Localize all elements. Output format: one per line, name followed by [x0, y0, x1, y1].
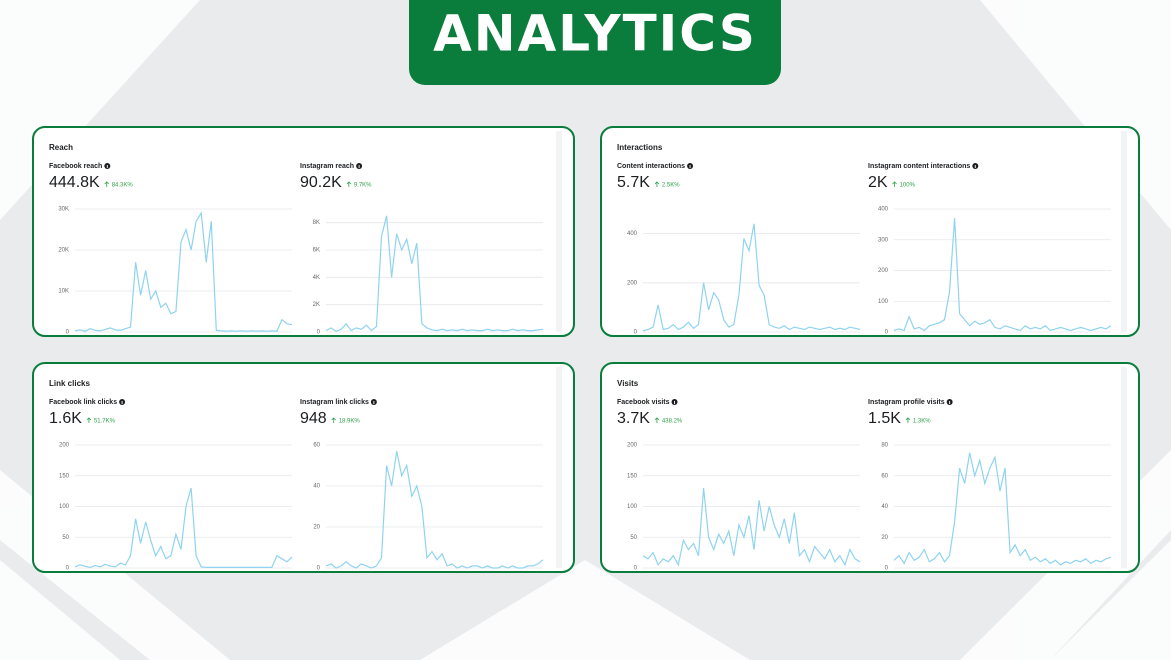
y-tick-label: 40	[313, 484, 320, 490]
panel-scrollbar	[556, 131, 562, 332]
metric-change: 9.7K%	[354, 183, 372, 189]
change-arrow	[104, 181, 110, 187]
y-tick-label: 100	[627, 504, 638, 510]
panel-title: Visits	[617, 379, 639, 388]
line-series	[325, 215, 544, 332]
y-tick-label: 0	[634, 330, 638, 336]
metric-value: 2K	[868, 174, 888, 191]
panel-border	[600, 126, 1140, 337]
y-tick-label: 0	[317, 566, 321, 572]
metric-label: Instagram content interactions	[868, 163, 970, 170]
y-tick-label: 8K	[313, 220, 320, 226]
metric-label: Instagram link clicks	[300, 399, 369, 406]
metric-value: 90.2K	[300, 174, 342, 191]
y-tick-label: 0	[66, 330, 70, 336]
change-arrow	[346, 181, 352, 187]
line-series	[642, 223, 861, 332]
line-series	[893, 218, 1112, 332]
y-tick-label: 40	[881, 504, 888, 510]
y-tick-label: 0	[885, 330, 889, 336]
line-series	[325, 451, 544, 569]
metric-value: 5.7K	[617, 174, 650, 191]
title-box	[409, 0, 781, 85]
metric-value: 1.6K	[49, 410, 82, 427]
metric-label: Facebook visits	[617, 399, 670, 406]
y-tick-label: 300	[878, 237, 889, 243]
y-tick-label: 100	[878, 299, 889, 305]
y-tick-label: 150	[59, 473, 70, 479]
metric-change: 18.9K%	[339, 419, 361, 425]
panel-scrollbar	[1121, 131, 1127, 332]
y-tick-label: 200	[59, 443, 70, 449]
panel-title: Interactions	[617, 143, 663, 152]
metric-change: 438.2%	[662, 419, 683, 425]
panel: Visits Facebook visits 3.7K 438.2% 0 50 100 150…	[600, 362, 1140, 573]
metric-change: 84.3K%	[112, 183, 134, 189]
y-tick-label: 0	[317, 330, 321, 336]
metric-value: 948	[300, 410, 327, 427]
y-tick-label: 20	[313, 525, 320, 531]
y-tick-label: 200	[627, 443, 638, 449]
metric-label: Instagram profile visits	[868, 399, 945, 406]
y-tick-label: 50	[62, 535, 69, 541]
line-series	[893, 452, 1112, 566]
y-tick-label: 6K	[313, 248, 320, 254]
y-tick-label: 30K	[58, 207, 69, 213]
change-arrow	[905, 417, 911, 423]
y-tick-label: 150	[627, 473, 638, 479]
panel: Reach Facebook reach 444.8K 84.3K% 0 10K 20K 30…	[32, 126, 575, 337]
metric-label: Facebook reach	[49, 163, 102, 170]
page-title: ANALYTICS	[433, 5, 757, 63]
panel-border	[32, 126, 575, 337]
metric-change: 100%	[900, 183, 916, 189]
y-tick-label: 200	[878, 268, 889, 274]
y-tick-label: 100	[59, 504, 70, 510]
metric-change: 2.5K%	[662, 183, 680, 189]
metric-change: 1.3K%	[913, 419, 931, 425]
panel-title: Link clicks	[49, 379, 90, 388]
change-arrow	[654, 181, 660, 187]
metric-label: Instagram reach	[300, 163, 354, 170]
y-tick-label: 200	[627, 280, 638, 286]
panel-border	[600, 362, 1140, 573]
metric-label: Content interactions	[617, 163, 685, 170]
y-tick-label: 0	[66, 566, 70, 572]
metric-value: 1.5K	[868, 410, 901, 427]
metric-value: 444.8K	[49, 174, 100, 191]
y-tick-label: 4K	[313, 275, 320, 281]
panel-border	[32, 362, 575, 573]
panel: Interactions Content interactions 5.7K 2.5K…	[600, 126, 1140, 337]
line-series	[74, 487, 293, 569]
panel-title: Reach	[49, 143, 73, 152]
panel: Link clicks Facebook link clicks 1.6K 51.7K…	[32, 362, 575, 573]
change-arrow	[86, 417, 92, 423]
metric-label: Facebook link clicks	[49, 399, 117, 406]
y-tick-label: 2K	[313, 302, 320, 308]
y-tick-label: 400	[878, 207, 889, 213]
y-tick-label: 400	[627, 231, 638, 237]
panel-scrollbar	[1121, 367, 1127, 568]
metric-change: 51.7K%	[94, 419, 116, 425]
change-arrow	[331, 417, 336, 423]
line-series	[74, 211, 293, 332]
y-tick-label: 10K	[58, 289, 69, 295]
change-arrow	[654, 417, 660, 423]
y-tick-label: 50	[630, 535, 637, 541]
y-tick-label: 0	[885, 566, 889, 572]
line-series	[642, 487, 861, 567]
metric-value: 3.7K	[617, 410, 650, 427]
y-tick-label: 60	[313, 443, 320, 449]
y-tick-label: 0	[634, 566, 638, 572]
panel-scrollbar	[556, 367, 562, 568]
y-tick-label: 20	[881, 535, 888, 541]
y-tick-label: 20K	[58, 248, 69, 254]
y-tick-label: 80	[881, 443, 888, 449]
y-tick-label: 60	[881, 473, 888, 479]
change-arrow	[892, 181, 897, 187]
